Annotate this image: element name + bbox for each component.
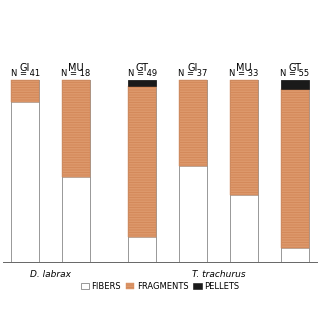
Bar <box>281 80 309 262</box>
Text: GT: GT <box>288 63 301 73</box>
Bar <box>179 80 207 262</box>
Bar <box>179 80 207 166</box>
Text: N = 49: N = 49 <box>128 69 157 78</box>
Bar <box>281 89 309 248</box>
Bar <box>11 80 39 102</box>
Bar <box>128 80 156 86</box>
Bar <box>281 89 309 248</box>
Bar <box>62 80 90 177</box>
Text: GI: GI <box>188 63 198 73</box>
Text: D. labrax: D. labrax <box>30 270 71 279</box>
Bar <box>11 80 39 262</box>
Bar <box>62 80 90 262</box>
Bar <box>128 80 156 262</box>
Text: N = 41: N = 41 <box>11 69 40 78</box>
Text: MU: MU <box>68 63 84 73</box>
Text: N = 33: N = 33 <box>229 69 259 78</box>
Text: GI: GI <box>20 63 30 73</box>
Bar <box>128 86 156 237</box>
Bar <box>179 80 207 166</box>
Text: N = 18: N = 18 <box>61 69 91 78</box>
Bar <box>62 80 90 177</box>
Text: MU: MU <box>236 63 252 73</box>
Text: T. trachurus: T. trachurus <box>192 270 245 279</box>
Text: N = 37: N = 37 <box>178 69 208 78</box>
Bar <box>230 80 258 262</box>
Bar <box>281 80 309 89</box>
Bar <box>230 80 258 195</box>
Bar <box>128 86 156 237</box>
Bar <box>230 80 258 195</box>
Text: N = 55: N = 55 <box>280 69 309 78</box>
Legend: FIBERS, FRAGMENTS, PELLETS: FIBERS, FRAGMENTS, PELLETS <box>77 278 243 294</box>
Text: GT: GT <box>136 63 149 73</box>
Bar <box>11 80 39 102</box>
